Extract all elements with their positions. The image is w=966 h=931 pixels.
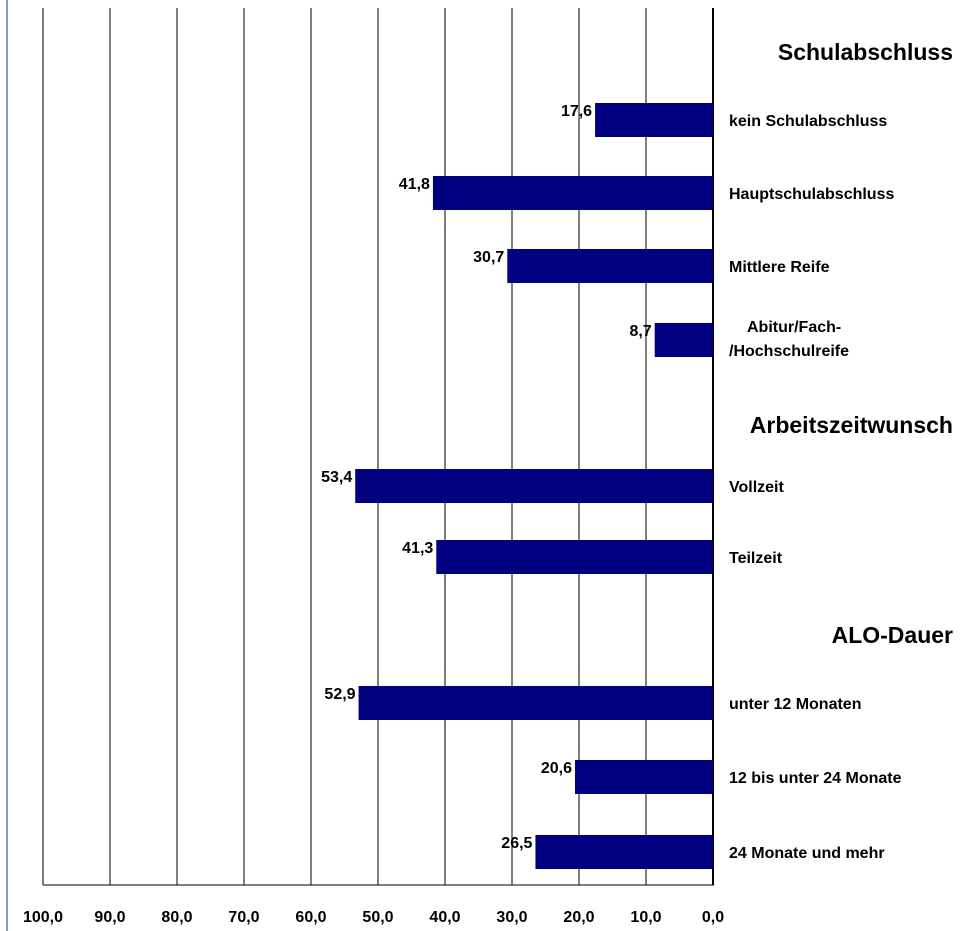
bar-value-label: 30,7 (473, 249, 504, 266)
bar (432, 176, 713, 210)
bar (654, 323, 713, 357)
bar-value-label: 53,4 (321, 469, 352, 486)
category-label: Vollzeit (729, 479, 784, 496)
bar-value-label: 26,5 (501, 835, 532, 852)
bar (507, 249, 713, 283)
bar-value-label: 41,8 (399, 176, 430, 193)
x-tick-label: 100,0 (23, 909, 63, 926)
bar (355, 469, 713, 503)
bar (535, 835, 713, 869)
category-label: Teilzeit (729, 550, 783, 567)
category-label: Hauptschulabschluss (729, 186, 894, 203)
x-tick-label: 40,0 (429, 909, 460, 926)
x-tick-label: 10,0 (630, 909, 661, 926)
bar (574, 760, 713, 794)
x-tick-label: 90,0 (94, 909, 125, 926)
group-heading: ALO-Dauer (832, 622, 953, 648)
group-heading: Arbeitszeitwunsch (750, 412, 953, 438)
x-tick-label: 20,0 (563, 909, 594, 926)
category-label: Abitur/Fach-/Hochschulreife (729, 319, 849, 360)
bar-value-label: 20,6 (541, 760, 572, 777)
category-label: Mittlere Reife (729, 259, 830, 276)
bar-value-label: 17,6 (561, 103, 592, 120)
group-heading: Schulabschluss (778, 39, 953, 65)
bar-value-label: 8,7 (629, 323, 651, 340)
category-label: 12 bis unter 24 Monate (729, 770, 902, 787)
category-label: unter 12 Monaten (729, 696, 861, 713)
x-tick-label: 30,0 (496, 909, 527, 926)
x-tick-label: 70,0 (228, 909, 259, 926)
chart-frame-border (6, 0, 8, 931)
bar (358, 686, 713, 720)
category-label: 24 Monate und mehr (729, 845, 885, 862)
x-tick-label: 60,0 (295, 909, 326, 926)
x-tick-label: 0,0 (702, 909, 724, 926)
x-tick-label: 50,0 (362, 909, 393, 926)
bar (595, 103, 713, 137)
x-tick-label: 80,0 (161, 909, 192, 926)
category-label: kein Schulabschluss (729, 113, 887, 130)
bar (436, 540, 713, 574)
bar-value-label: 52,9 (324, 686, 355, 703)
bar-value-label: 41,3 (402, 540, 433, 557)
